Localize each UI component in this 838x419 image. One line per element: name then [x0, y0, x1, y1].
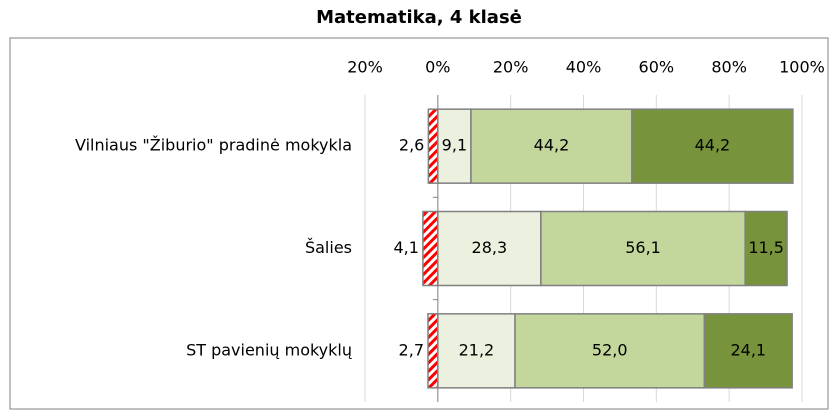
value-label: 2,7 — [399, 340, 424, 359]
value-label: 21,2 — [459, 340, 495, 359]
bar-segment — [427, 108, 439, 184]
bar-segment — [703, 313, 793, 389]
bar-segment — [422, 210, 439, 287]
bar-segment — [427, 313, 439, 389]
x-tick-label: 20% — [347, 58, 383, 77]
bar-segment — [470, 108, 633, 184]
value-label: 44,2 — [534, 136, 570, 155]
bar-segment — [437, 210, 542, 287]
x-tick-label: 0% — [425, 58, 450, 77]
value-label: 4,1 — [393, 238, 418, 257]
value-label: 52,0 — [592, 340, 628, 359]
value-label: 2,6 — [399, 136, 424, 155]
bar-segment — [514, 313, 706, 389]
value-label: 56,1 — [625, 238, 661, 257]
bar-segment — [540, 210, 746, 287]
y-tick-label: Vilniaus "Žiburio" pradinė mokykla — [75, 136, 352, 155]
x-tick-label: 60% — [639, 58, 675, 77]
value-label: 24,1 — [730, 340, 766, 359]
bar-segment — [631, 108, 794, 184]
y-tick-label: ST pavienių mokyklų — [186, 340, 352, 359]
value-label: 11,5 — [748, 238, 784, 257]
value-label: 9,1 — [442, 136, 467, 155]
x-tick-label: 20% — [493, 58, 529, 77]
x-tick-label: 40% — [566, 58, 602, 77]
bar-segment — [744, 210, 788, 287]
bar-segment — [437, 108, 472, 184]
value-label: 44,2 — [695, 136, 731, 155]
y-tick-label: Šalies — [305, 238, 352, 257]
value-label: 28,3 — [472, 238, 508, 257]
chart-title: Matematika, 4 klasė — [316, 7, 522, 28]
x-tick-label: 80% — [711, 58, 747, 77]
x-tick-label: 100% — [779, 58, 825, 77]
bar-segment — [437, 313, 516, 389]
